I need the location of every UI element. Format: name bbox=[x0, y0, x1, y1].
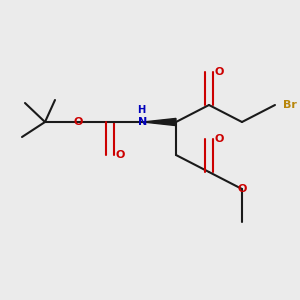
Text: H: H bbox=[137, 105, 145, 115]
Text: O: O bbox=[237, 184, 247, 194]
Text: Br: Br bbox=[283, 100, 297, 110]
Text: N: N bbox=[138, 117, 148, 127]
Text: O: O bbox=[73, 117, 83, 127]
Text: O: O bbox=[214, 67, 224, 77]
Polygon shape bbox=[143, 118, 176, 126]
Text: O: O bbox=[115, 150, 125, 160]
Text: O: O bbox=[214, 134, 224, 144]
